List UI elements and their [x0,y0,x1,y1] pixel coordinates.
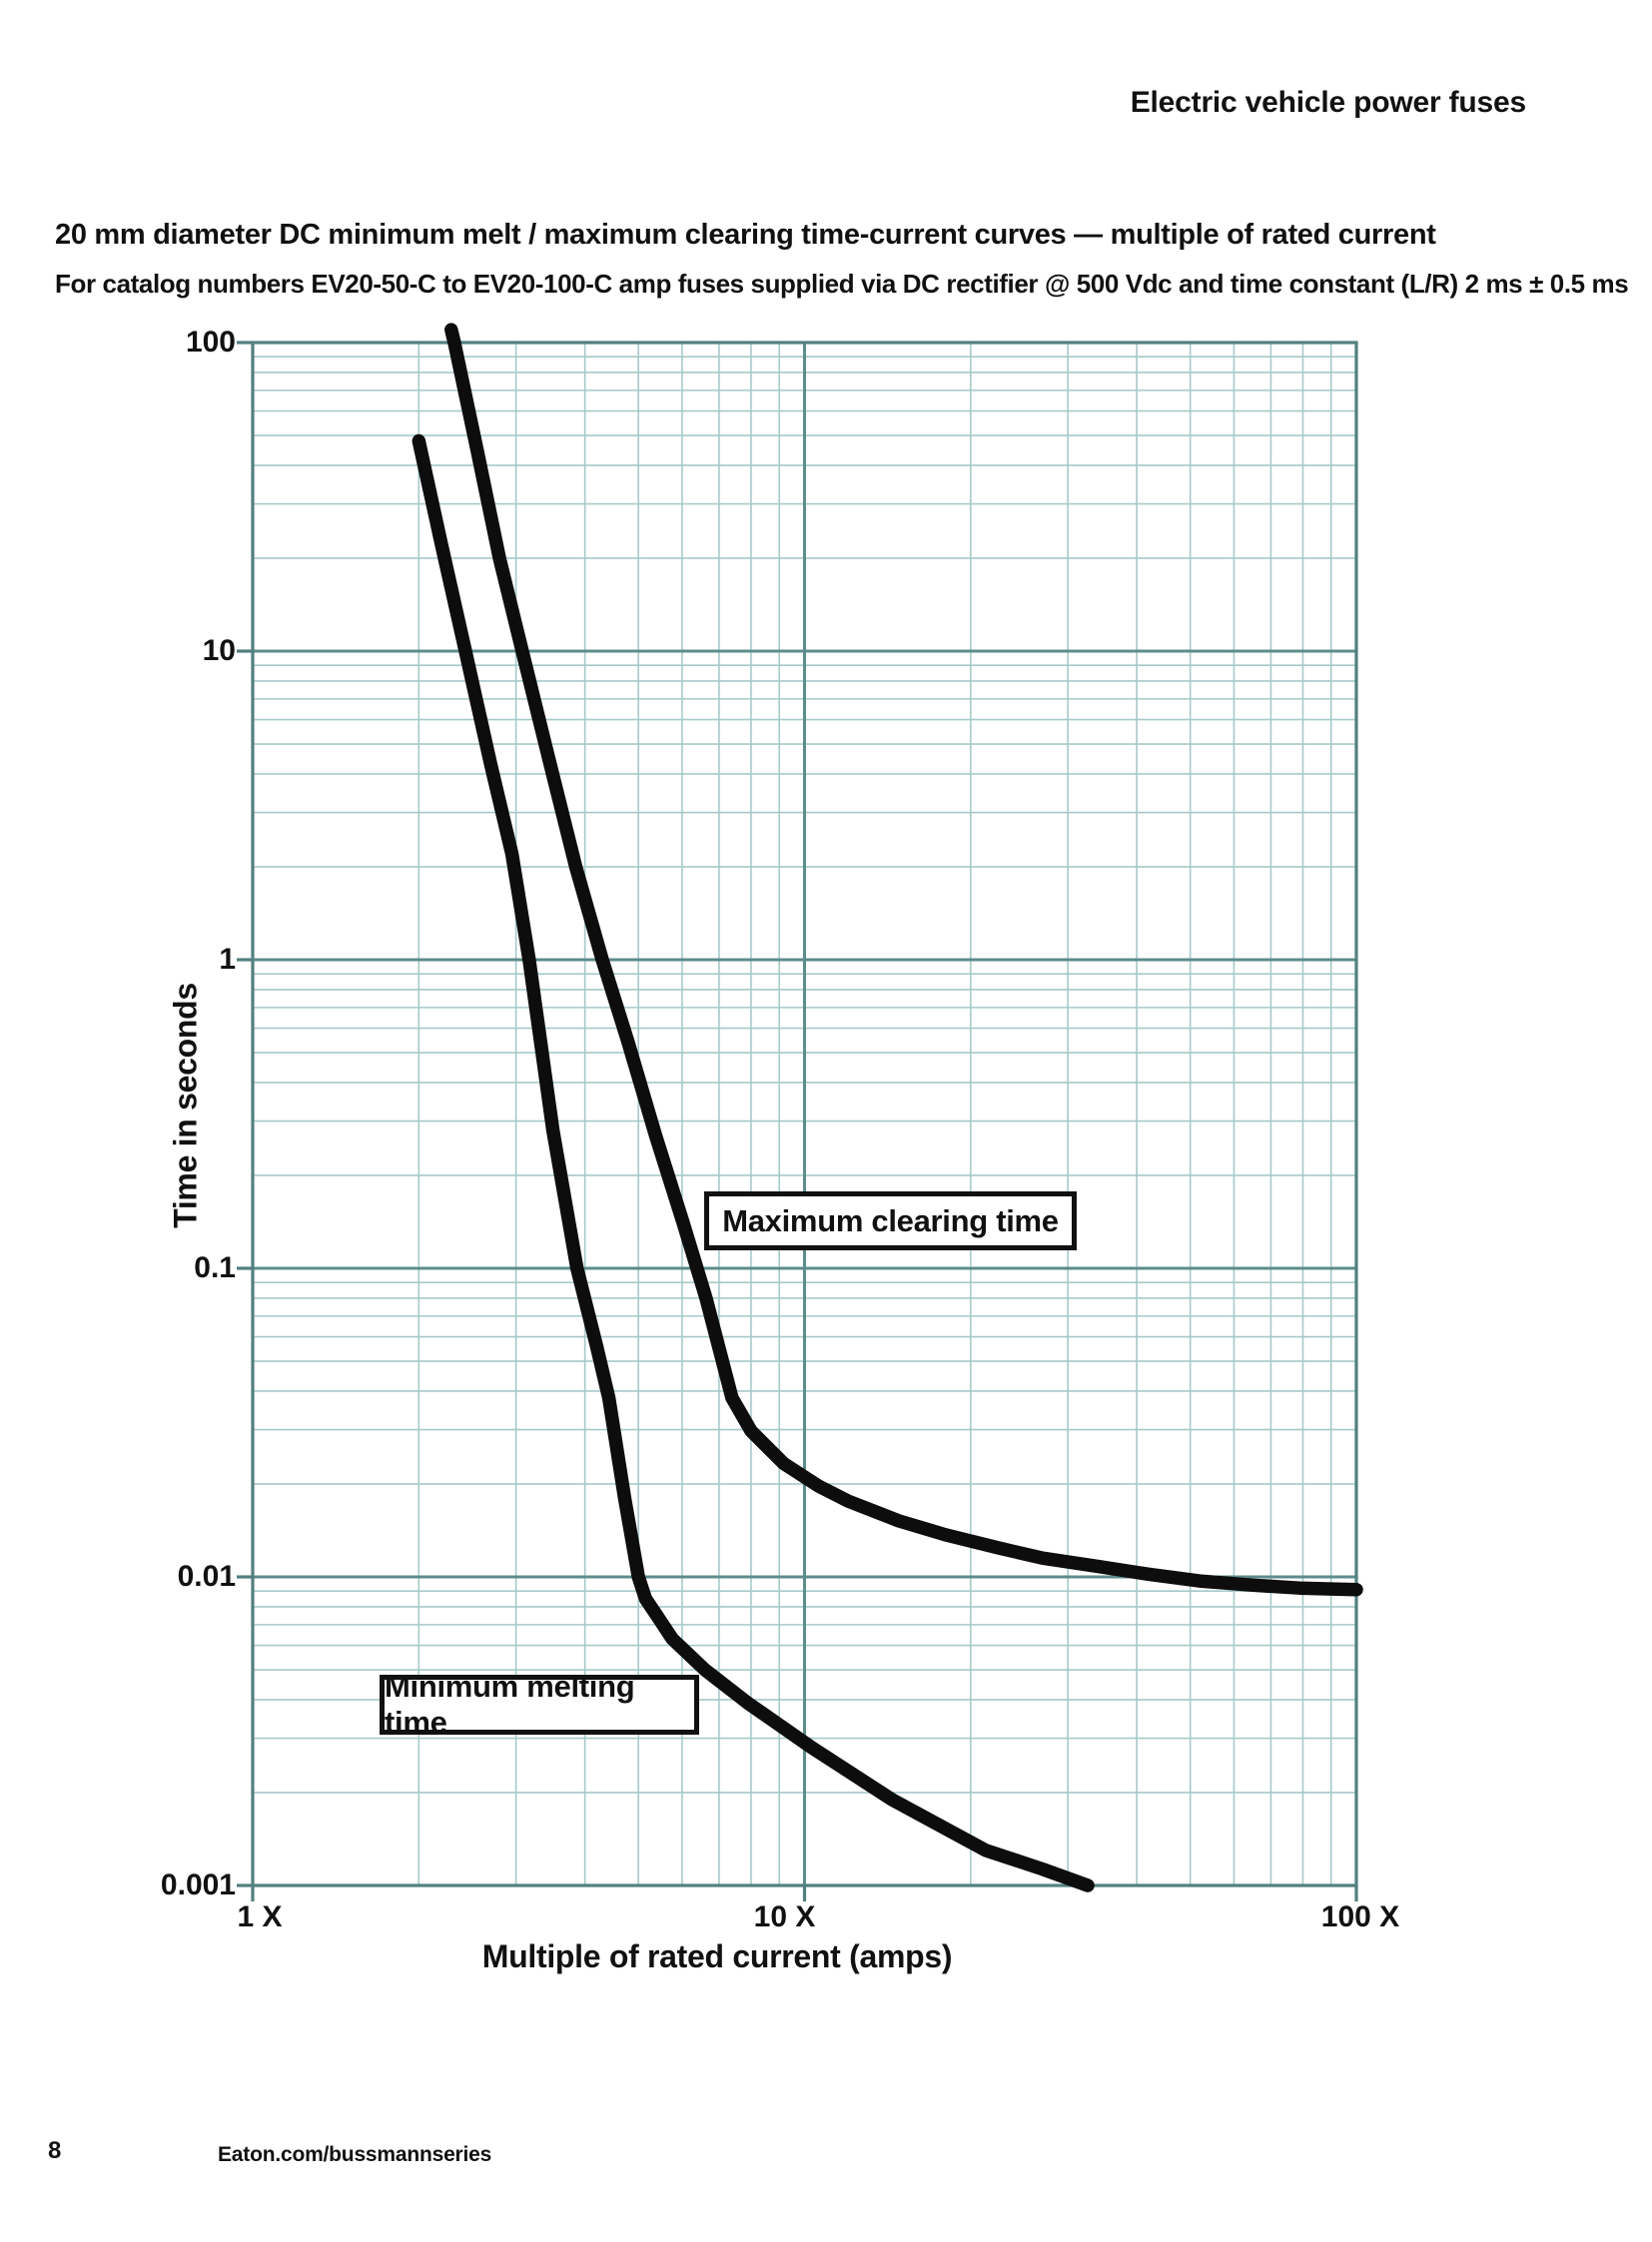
page-header: Electric vehicle power fuses [1130,86,1526,119]
y-tick-label: 10 [202,634,236,667]
curves [412,323,1363,1892]
maximum-clearing-time-label-box: Maximum clearing time [704,1191,1077,1250]
y-tick-label: 1 [219,943,236,976]
x-axis-title: Multiple of rated current (amps) [481,1938,953,1974]
footer-page-number: 8 [48,2137,62,2164]
minimum-melting-time-label: Minimum melting time [385,1669,635,1740]
maximum-clearing-time-curve [444,323,1363,1597]
grid-minor-lines [253,343,1356,1885]
x-tick-label: 100 X [1320,1900,1400,1933]
axis-tick-marks [237,341,1358,1901]
y-tick-label: 0.01 [177,1560,236,1593]
maximum-clearing-time-label: Maximum clearing time [722,1202,1059,1238]
x-tick-label: 10 X [753,1900,816,1933]
chart-title: 20 mm diameter DC minimum melt / maximum… [55,219,1436,251]
grid-major-lines [253,343,1356,1885]
y-tick-label: 0.1 [194,1251,236,1284]
y-axis-title: Time in seconds [167,983,204,1228]
minimum-melting-time-curve [412,433,1095,1892]
minimum-melting-time-label-box: Minimum melting time [380,1669,699,1740]
footer-website: Eaton.com/bussmannseries [218,2143,492,2166]
chart-subtitle: For catalog numbers EV20-50-C to EV20-10… [55,269,1629,299]
y-tick-label: 100 [185,326,236,359]
time-current-chart [237,323,1363,1901]
y-tick-label: 0.001 [160,1868,236,1901]
x-tick-label: 1 X [237,1900,283,1933]
